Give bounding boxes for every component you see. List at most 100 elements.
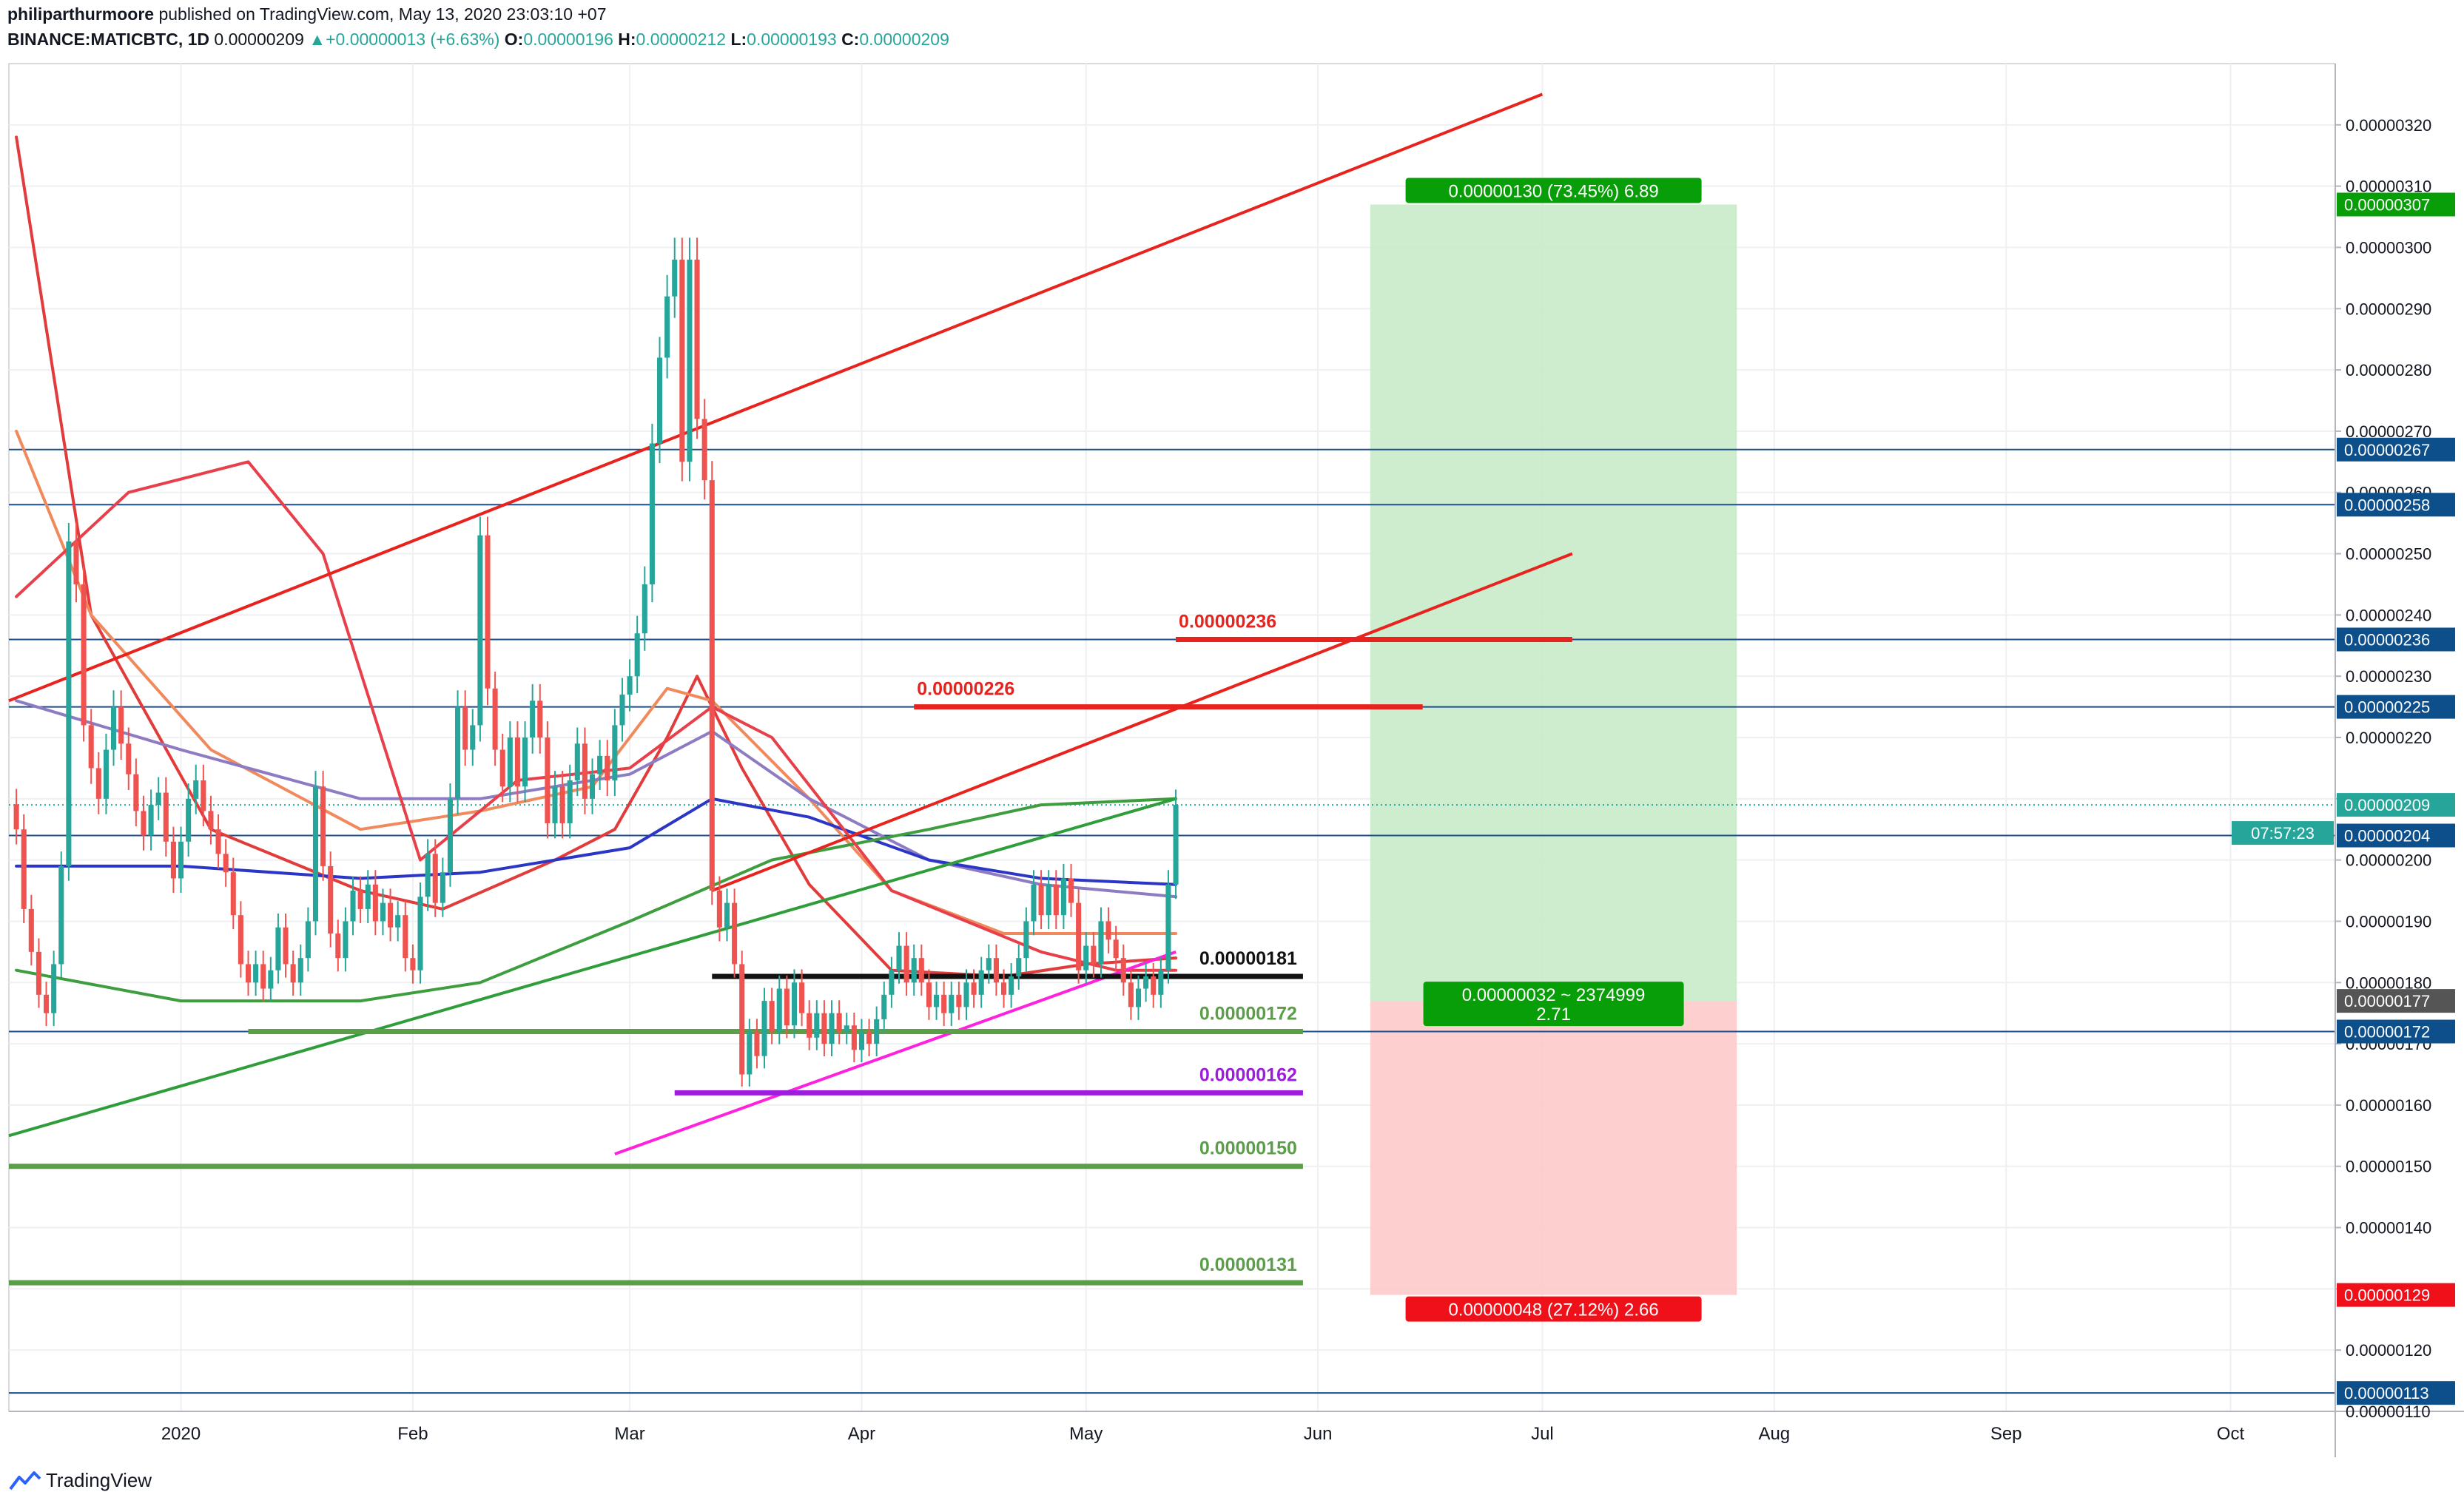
x-tick-label: Oct [2217, 1424, 2245, 1444]
candle-body [283, 927, 289, 965]
candle-body [110, 706, 117, 750]
candle-body [417, 897, 423, 970]
candle-body [911, 958, 917, 983]
candle-body [178, 841, 184, 879]
candle-body [507, 737, 513, 787]
entry-label-text: 0.00000032 ~ 2374999 [1462, 985, 1646, 1005]
candle-body [305, 921, 311, 959]
candle-body [701, 419, 707, 481]
y-tick-label: 0.00000250 [2346, 545, 2431, 564]
candle-body [350, 891, 356, 922]
candle-body [664, 296, 670, 358]
trend-line [711, 552, 1573, 892]
candle-body [724, 902, 730, 928]
candle-body [223, 854, 229, 873]
candle-body [1083, 945, 1089, 970]
trend-line [614, 950, 1177, 1156]
tradingview-logo-icon [9, 1471, 41, 1490]
candle-body [365, 884, 371, 909]
candle-body [425, 854, 431, 897]
y-tick-label: 0.00000270 [2346, 422, 2431, 441]
candle-body [193, 780, 199, 799]
candle-body [462, 706, 468, 750]
candle-body [552, 786, 558, 823]
candle-body [963, 982, 969, 1007]
candle-body [133, 774, 139, 811]
price-badge [2337, 437, 2455, 462]
stop-price-badge [2337, 1283, 2455, 1307]
target-label: 0.00000130 (73.45%) 6.89 [1405, 178, 1702, 203]
candle-body [612, 725, 618, 780]
open-label: O: [504, 30, 524, 49]
price-badge-text: 0.00000172 [2344, 1023, 2430, 1042]
candle-body [597, 755, 603, 774]
candle-body [747, 1031, 753, 1075]
candle-body [492, 688, 498, 750]
candle-body [739, 964, 745, 1075]
candle-body [784, 988, 790, 1026]
open-value: 0.00000196 [523, 30, 613, 49]
candle-body [201, 780, 206, 811]
y-tick-label: 0.00000160 [2346, 1096, 2431, 1115]
y-tick-label: 0.00000290 [2346, 300, 2431, 318]
publish-text: published on TradingView.com, May 13, 20… [158, 4, 607, 24]
candle-body [1135, 988, 1142, 1007]
stop-price-badge-text: 0.00000129 [2344, 1286, 2430, 1305]
price-badge [2337, 493, 2455, 517]
candle-body [268, 970, 274, 989]
author-name[interactable]: philiparthurmoore [7, 4, 155, 24]
candle-body [88, 725, 94, 769]
candle-body [380, 902, 386, 922]
y-tick-label: 0.00000200 [2346, 851, 2431, 870]
candle-body [1173, 805, 1179, 885]
candle-body [238, 915, 243, 965]
candle-body [208, 811, 214, 830]
candle-body [619, 695, 625, 726]
candle-body [1046, 884, 1051, 916]
candle-body [290, 964, 296, 983]
candle-body [934, 994, 940, 1007]
candle-body [858, 1031, 865, 1050]
low-value: 0.00000193 [747, 30, 837, 49]
x-tick-label: Feb [397, 1424, 428, 1444]
y-tick-label: 0.00000300 [2346, 238, 2431, 257]
moving-average-line [15, 429, 1178, 935]
candle-body [1076, 902, 1082, 970]
y-tick-label: 0.00000150 [2346, 1158, 2431, 1176]
candle-body [81, 584, 87, 726]
entry-label-bg [1423, 982, 1684, 1027]
y-tick-label: 0.00000220 [2346, 729, 2431, 747]
candle-body [605, 755, 610, 780]
symbol-label[interactable]: BINANCE:MATICBTC, 1D [7, 30, 210, 49]
candle-body [312, 786, 319, 922]
x-tick-label: Apr [848, 1424, 875, 1444]
candle-body [477, 535, 483, 726]
candle-body [95, 768, 101, 799]
candle-body [829, 1013, 835, 1044]
candle-body [1105, 921, 1111, 940]
stop-zone [1370, 1001, 1737, 1295]
candle-body [642, 584, 647, 634]
y-tick-label: 0.00000180 [2346, 973, 2431, 992]
candle-body [956, 994, 962, 1007]
candle-body [1143, 976, 1149, 989]
level-label: 0.00000162 [1199, 1064, 1297, 1085]
candle-body [821, 1013, 827, 1044]
level-label: 0.00000150 [1199, 1138, 1297, 1159]
tradingview-brand[interactable]: TradingView [9, 1469, 152, 1492]
candle-body [44, 994, 50, 1013]
candle-body [709, 480, 715, 891]
candle-body [103, 749, 109, 799]
candle-body [320, 786, 326, 866]
candle-body [1165, 884, 1171, 970]
candle-body [926, 982, 932, 1007]
candle-body [36, 951, 41, 995]
candle-body [769, 1001, 775, 1032]
level-label: 0.00000181 [1199, 948, 1297, 969]
target-zone [1370, 204, 1737, 1002]
candle-body [634, 633, 640, 677]
trend-line [8, 797, 1177, 1138]
candle-body [440, 872, 445, 903]
candle-body [649, 443, 655, 584]
